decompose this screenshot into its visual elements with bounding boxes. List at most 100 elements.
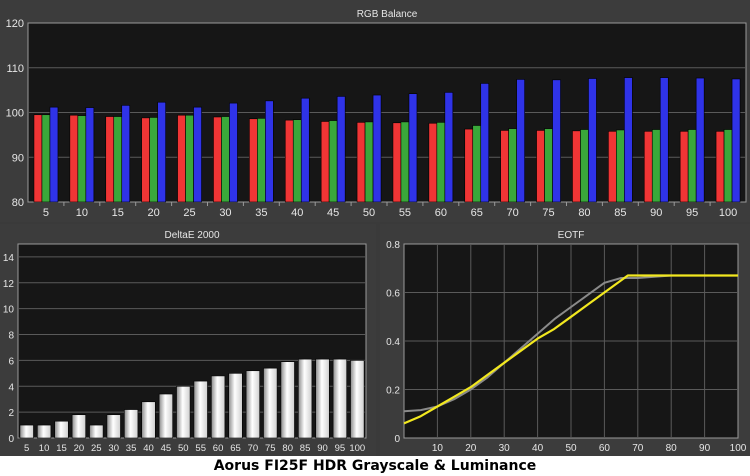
x-tick-label: 75 — [265, 443, 276, 454]
bar — [508, 128, 517, 203]
figure: RGB Balance 80 90 100 110 120 5 10 15 20 25 30 35 40 4… — [0, 0, 750, 456]
bar — [124, 409, 139, 439]
x-tick-label: 100 — [349, 443, 365, 454]
x-tick-label: 30 — [108, 443, 119, 454]
x-tick-label: 90 — [699, 443, 711, 454]
bar — [687, 129, 697, 203]
bar — [372, 94, 382, 203]
bar — [177, 114, 186, 203]
bar — [257, 118, 266, 203]
x-tick-label: 65 — [230, 443, 241, 454]
x-tick-label: 15 — [112, 207, 124, 219]
measured-line — [403, 274, 738, 425]
y-tick-label: 14 — [3, 253, 15, 264]
y-tick-label: 8 — [8, 331, 14, 342]
x-tick-label: 65 — [471, 207, 483, 219]
x-tick-label: 80 — [578, 207, 590, 219]
y-tick-label: 80 — [12, 197, 24, 209]
bar — [211, 375, 226, 439]
bar — [315, 358, 330, 439]
bar — [245, 370, 260, 439]
y-tick-label: 0.4 — [386, 337, 400, 348]
rgb-balance-chart: RGB Balance 80 90 100 110 120 5 10 15 20 25 30 35 40 4… — [0, 0, 750, 222]
y-tick-label: 2 — [8, 408, 14, 419]
bar — [298, 358, 313, 439]
x-tick-label: 45 — [161, 443, 172, 454]
eotf-chart: EOTF 0 0.2 0.4 0.6 0.8 10 20 30 40 50 60 70 80 90 100 — [380, 224, 750, 456]
bar — [616, 129, 625, 203]
y-tick-label: 0.2 — [386, 386, 400, 397]
bar — [228, 373, 243, 439]
bar — [300, 97, 310, 203]
x-tick-label: 90 — [317, 443, 328, 454]
x-tick-label: 60 — [213, 443, 224, 454]
bar — [444, 92, 454, 203]
x-tick-label: 10 — [39, 443, 50, 454]
bar — [106, 414, 121, 439]
x-tick-label: 100 — [719, 207, 737, 219]
y-tick-label: 10 — [3, 305, 15, 316]
x-tick-label: 40 — [291, 207, 303, 219]
bar — [500, 130, 509, 203]
y-tick-label: 12 — [3, 279, 15, 290]
bar — [516, 79, 525, 203]
bar — [436, 122, 446, 203]
bar — [643, 130, 653, 203]
chart-title: DeltaE 2000 — [164, 230, 219, 241]
x-tick-label: 20 — [74, 443, 85, 454]
bar — [221, 116, 230, 203]
caption: Aorus FI25F HDR Grayscale & Luminance — [213, 458, 537, 474]
bar — [350, 360, 365, 439]
x-tick-label: 50 — [363, 207, 375, 219]
x-tick-label: 90 — [650, 207, 662, 219]
x-tick-label: 85 — [300, 443, 311, 454]
bar — [651, 129, 661, 203]
x-tick-label: 100 — [730, 443, 747, 454]
bar — [185, 114, 194, 203]
bar — [229, 102, 238, 203]
bar — [731, 78, 741, 203]
x-tick-label: 5 — [24, 443, 29, 454]
bar — [105, 116, 115, 203]
bar — [158, 393, 173, 439]
bar — [608, 130, 617, 203]
bar — [679, 130, 689, 203]
bar — [328, 120, 338, 203]
bar — [320, 121, 330, 203]
y-tick-label: 0 — [8, 434, 14, 445]
x-tick-label: 30 — [499, 443, 511, 454]
x-tick-label: 15 — [56, 443, 67, 454]
bar — [49, 106, 59, 203]
x-tick-label: 85 — [614, 207, 626, 219]
deltae-chart: DeltaE 2000 0 2 4 6 8 10 12 14 5 10 15 20 25 30 35 40 45 5… — [0, 224, 376, 456]
x-tick-label: 20 — [148, 207, 160, 219]
bar — [544, 128, 553, 203]
x-tick-label: 50 — [565, 443, 577, 454]
bar — [113, 116, 123, 203]
x-tick-label: 55 — [195, 443, 206, 454]
y-tick-label: 100 — [6, 108, 24, 120]
bar — [54, 420, 69, 439]
x-tick-label: 95 — [335, 443, 346, 454]
bar — [408, 93, 418, 203]
bar — [356, 122, 366, 203]
x-tick-label: 50 — [178, 443, 189, 454]
bar — [536, 130, 545, 203]
bar — [332, 358, 347, 439]
bar — [572, 130, 581, 203]
bar — [480, 83, 490, 203]
bar — [284, 119, 294, 203]
bar — [552, 79, 561, 203]
bar — [292, 119, 302, 203]
bar — [624, 77, 633, 203]
x-tick-label: 70 — [632, 443, 644, 454]
target-line — [403, 274, 738, 413]
x-tick-label: 35 — [255, 207, 267, 219]
x-tick-label: 40 — [532, 443, 544, 454]
bar — [141, 401, 156, 439]
x-tick-label: 80 — [666, 443, 678, 454]
y-tick-label: 0 — [394, 434, 400, 445]
x-tick-label: 55 — [399, 207, 411, 219]
y-tick-label: 0.8 — [386, 240, 400, 251]
bar — [176, 385, 191, 439]
